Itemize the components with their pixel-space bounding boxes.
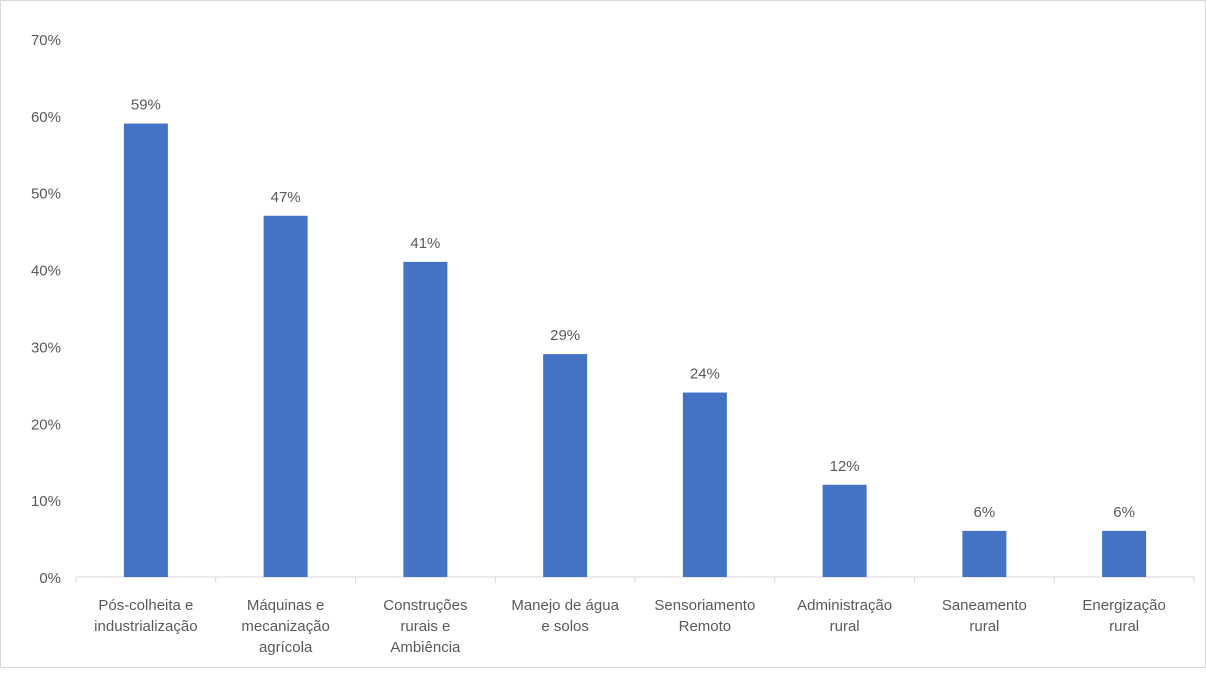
x-tick-label-line: Pós-colheita e	[98, 597, 193, 614]
x-tick-label: Sensoriamento Remoto	[654, 597, 755, 635]
data-label: 24%	[690, 366, 720, 383]
x-tick-label: Manejo de água e solos	[511, 597, 619, 635]
bar	[962, 530, 1007, 577]
x-tick-label-line: rurais e	[400, 618, 450, 635]
bar	[123, 123, 168, 578]
x-tick-label-line: Administração	[797, 597, 892, 614]
x-tick-label-line: Sensoriamento	[654, 597, 755, 614]
bar	[822, 484, 867, 577]
bar	[403, 261, 448, 577]
x-tick-label-line: mecanização	[241, 618, 329, 635]
y-tick-label: 0%	[39, 570, 61, 587]
x-tick-label-line: rural	[830, 618, 860, 635]
y-tick-label: 20%	[31, 416, 61, 433]
data-label: 29%	[550, 327, 580, 344]
x-tick-label-line: Máquinas e	[247, 597, 325, 614]
x-tick-label-line: Remoto	[679, 618, 732, 635]
y-tick-label: 30%	[31, 339, 61, 356]
y-tick-label: 70%	[31, 32, 61, 49]
y-tick-label: 50%	[31, 186, 61, 203]
y-tick-label: 60%	[31, 109, 61, 126]
data-label: 6%	[1113, 504, 1135, 521]
x-tick-label: Máquinas e mecanização agrícola	[241, 597, 329, 656]
data-label: 47%	[271, 189, 301, 206]
x-tick-label: Saneamento rural	[942, 597, 1027, 635]
y-tick-label: 10%	[31, 493, 61, 510]
data-label: 6%	[974, 504, 996, 521]
x-tick-label-line: Saneamento	[942, 597, 1027, 614]
x-tick-label-line: rural	[969, 618, 999, 635]
x-tick-label: Construções rurais e Ambiência	[383, 597, 467, 656]
bar	[543, 354, 588, 577]
x-tick-label: Administração rural	[797, 597, 892, 635]
bar	[263, 215, 308, 577]
x-tick-label-line: Manejo de água	[511, 597, 619, 614]
x-tick-label-line: Energização	[1082, 597, 1165, 614]
y-tick-label: 40%	[31, 263, 61, 280]
data-label: 59%	[131, 97, 161, 114]
data-label: 12%	[830, 458, 860, 475]
x-tick-label-line: agrícola	[259, 639, 313, 656]
x-tick-label-line: Ambiência	[390, 639, 461, 656]
data-label: 41%	[410, 235, 440, 252]
x-tick-label-line: industrialização	[94, 618, 197, 635]
x-tick-label-line: rural	[1109, 618, 1139, 635]
x-tick-label: Energização rural	[1082, 597, 1165, 635]
x-tick-label-line: Construções	[383, 597, 467, 614]
bar	[1102, 530, 1147, 577]
x-tick-label-line: e solos	[541, 618, 589, 635]
x-tick-label: Pós-colheita e industrialização	[94, 597, 197, 635]
bar	[682, 392, 727, 577]
